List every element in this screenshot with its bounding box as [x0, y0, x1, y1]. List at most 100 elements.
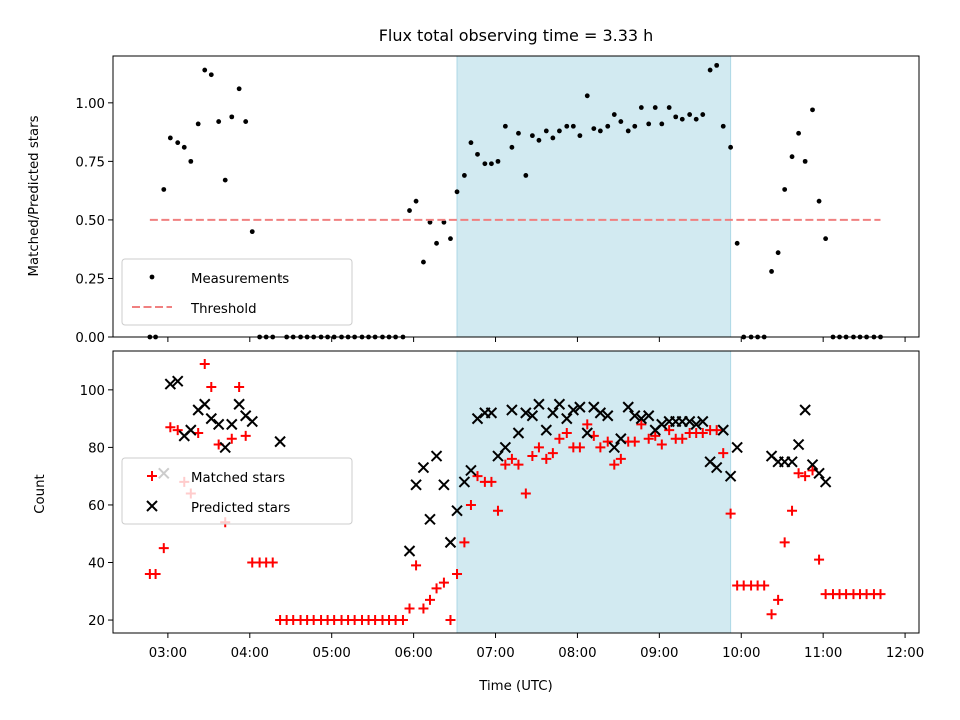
- data-point: [557, 128, 562, 134]
- data-point: [567, 404, 580, 416]
- data-point: [602, 436, 613, 447]
- data-point: [595, 442, 606, 453]
- data-point: [424, 594, 435, 605]
- data-point: [451, 504, 463, 517]
- data-point: [492, 505, 503, 516]
- data-point: [513, 459, 524, 470]
- data-point: [731, 441, 743, 454]
- data-point: [720, 123, 726, 129]
- data-point: [550, 135, 556, 141]
- data-point: [656, 418, 668, 431]
- data-point: [594, 407, 607, 419]
- data-point: [875, 589, 886, 600]
- data-point: [611, 112, 617, 117]
- data-point: [195, 121, 201, 127]
- axes-frame: [112, 55, 920, 338]
- data-point: [246, 415, 258, 428]
- observing-window-span: [456, 350, 732, 634]
- series-predicted-stars: [158, 375, 832, 557]
- data-point: [786, 456, 798, 468]
- data-point: [229, 114, 235, 120]
- observing-window-span: [456, 55, 732, 338]
- data-point: [553, 398, 566, 410]
- data-point: [693, 116, 699, 122]
- data-point: [574, 401, 586, 413]
- data-point: [226, 418, 238, 431]
- data-point: [664, 425, 675, 436]
- x-tick-label: 12:00: [886, 646, 924, 661]
- data-point: [547, 407, 559, 419]
- data-point: [814, 554, 825, 565]
- data-point: [404, 603, 415, 614]
- data-point: [536, 137, 542, 143]
- data-point: [181, 144, 187, 150]
- x-tick-label: 03:00: [149, 646, 187, 661]
- data-point: [707, 67, 713, 73]
- y-tick-label: 0.25: [75, 272, 105, 287]
- data-point: [164, 378, 177, 390]
- data-point: [734, 240, 740, 246]
- data-point: [615, 453, 626, 464]
- data-point: [427, 219, 433, 225]
- data-point: [700, 112, 706, 117]
- data-point: [512, 427, 525, 439]
- data-point: [725, 508, 736, 519]
- data-point: [717, 424, 729, 436]
- data-point: [793, 468, 804, 479]
- data-point: [495, 158, 501, 164]
- data-point: [454, 189, 460, 195]
- data-point: [602, 410, 614, 422]
- data-point: [541, 453, 552, 464]
- x-tick-label: 07:00: [476, 646, 514, 661]
- y-tick-label: 0.75: [75, 155, 105, 170]
- data-point: [236, 86, 242, 92]
- data-point: [430, 450, 443, 462]
- data-point: [424, 513, 436, 526]
- data-point: [673, 114, 679, 120]
- data-point: [605, 123, 611, 129]
- data-point: [618, 119, 624, 124]
- data-point: [810, 107, 815, 113]
- data-point: [710, 461, 723, 474]
- data-point: [540, 424, 553, 436]
- data-point: [411, 560, 422, 571]
- data-point: [718, 448, 729, 459]
- data-point: [642, 410, 655, 422]
- data-point: [625, 128, 631, 134]
- data-point: [759, 580, 770, 591]
- data-point: [789, 154, 795, 160]
- data-point: [816, 198, 822, 204]
- data-point: [650, 430, 661, 441]
- bottom-y-axis-label: Count: [33, 474, 48, 514]
- data-point: [773, 594, 784, 605]
- data-point: [635, 412, 648, 425]
- data-point: [499, 441, 512, 454]
- data-point: [458, 476, 471, 488]
- data-point: [615, 433, 627, 445]
- data-point: [643, 433, 654, 444]
- data-point: [554, 433, 565, 444]
- x-tick-label: 04:00: [231, 646, 269, 661]
- data-point: [629, 436, 640, 447]
- legend: Measurements Threshold: [121, 258, 353, 326]
- data-point: [216, 119, 222, 124]
- bottom-axes: 20 40 60 80 100 03:00 04:00 05:00 06:00 07:00 08:0…: [80, 350, 924, 661]
- data-point: [561, 412, 573, 425]
- x-tick-label: 11:00: [804, 646, 842, 661]
- data-point: [206, 381, 217, 392]
- data-point: [582, 419, 593, 430]
- data-point: [267, 557, 278, 568]
- data-point: [711, 425, 722, 436]
- data-point: [509, 144, 515, 150]
- data-point: [208, 72, 214, 78]
- data-point: [506, 453, 517, 464]
- data-point: [444, 536, 457, 549]
- data-point: [158, 543, 169, 554]
- data-point: [622, 401, 634, 413]
- data-point: [533, 398, 545, 410]
- y-tick-label: 100: [80, 384, 105, 399]
- data-point: [564, 123, 570, 129]
- data-point: [561, 428, 572, 439]
- data-point: [806, 458, 819, 471]
